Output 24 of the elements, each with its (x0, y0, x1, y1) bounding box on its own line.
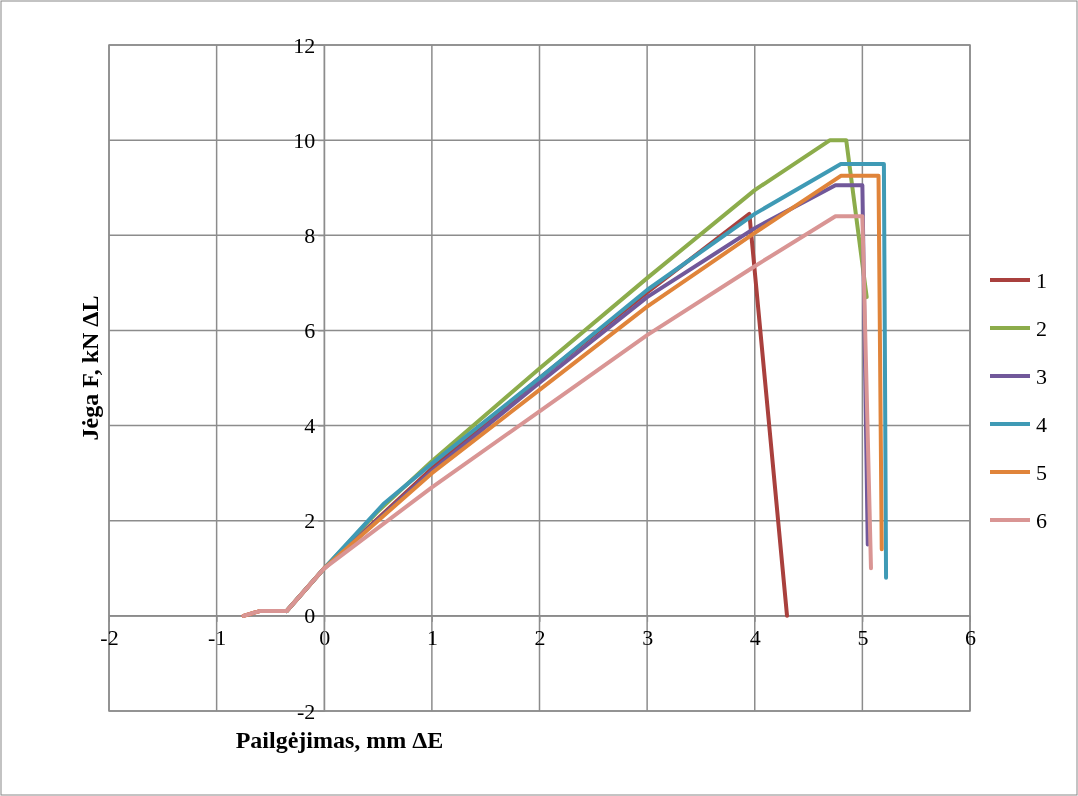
y-tick-label: 10 (293, 127, 316, 153)
legend-label: 6 (1036, 508, 1047, 533)
y-tick-label: 0 (304, 603, 316, 629)
legend-label: 5 (1036, 460, 1047, 485)
legend-label: 1 (1036, 268, 1047, 293)
x-tick-label: 2 (534, 624, 546, 650)
x-axis-title: Pailgėjimas, mm ΔE (235, 727, 444, 753)
x-tick-label: 4 (749, 624, 761, 650)
legend-label: 2 (1036, 316, 1047, 341)
y-tick-label: 12 (293, 32, 316, 58)
y-tick-label: 6 (304, 317, 316, 343)
x-tick-label: 6 (965, 624, 976, 650)
y-axis-title: Jėga F, kN ΔL (77, 295, 103, 441)
y-tick-label: -2 (296, 698, 316, 724)
x-tick-label: -1 (207, 624, 227, 650)
x-tick-label: 3 (642, 624, 654, 650)
x-tick-label: -2 (100, 624, 119, 650)
x-tick-label: 5 (857, 624, 869, 650)
legend-label: 3 (1036, 364, 1047, 389)
x-tick-label: 1 (426, 624, 438, 650)
legend-label: 4 (1036, 412, 1047, 437)
y-tick-label: 8 (304, 222, 316, 248)
y-tick-label: 4 (304, 413, 316, 439)
y-tick-label: 2 (304, 508, 316, 534)
